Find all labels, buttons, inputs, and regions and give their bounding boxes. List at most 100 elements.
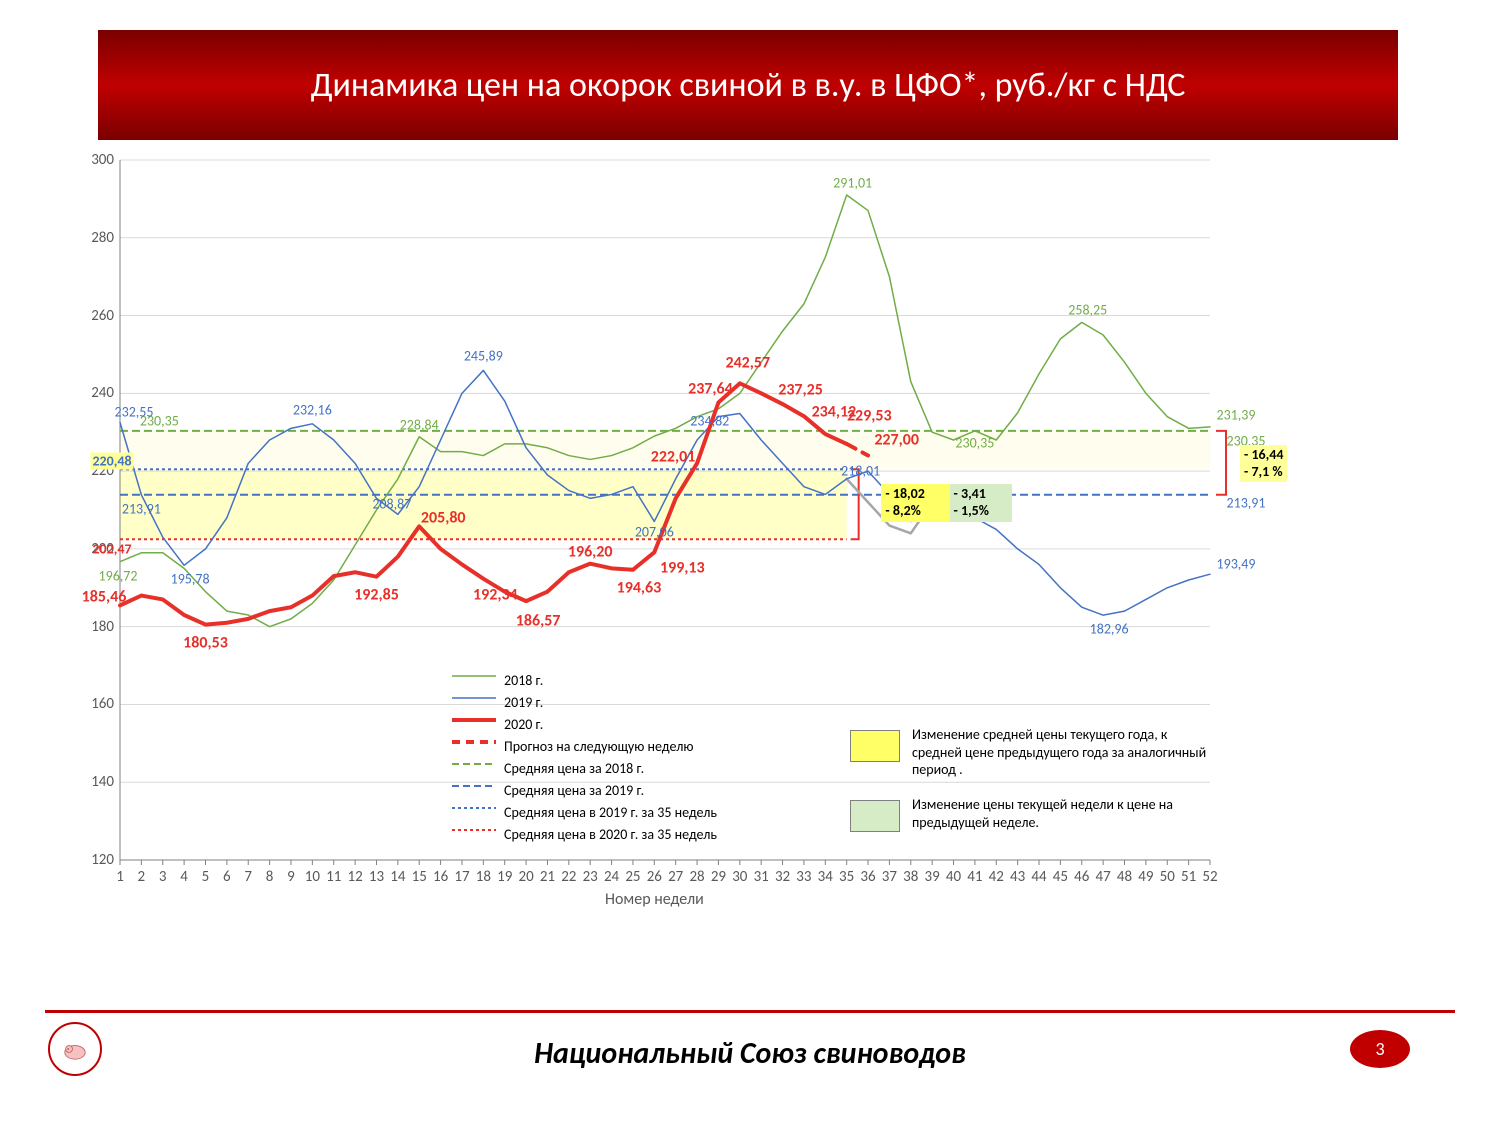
x-tick: 47 — [1096, 868, 1111, 886]
data-label: 182,96 — [1090, 621, 1129, 638]
x-tick: 9 — [287, 868, 295, 886]
x-tick: 24 — [604, 868, 619, 886]
x-tick: 13 — [369, 868, 384, 886]
x-tick: 10 — [305, 868, 320, 886]
data-label: 229,53 — [847, 407, 892, 426]
data-label: 258,25 — [1068, 302, 1107, 319]
legend-label: Средняя цена в 2019 г. за 35 недель — [504, 804, 717, 821]
footer-text: Национальный Союз свиноводов — [0, 1035, 1500, 1072]
x-tick: 8 — [266, 868, 274, 886]
callout: - 3,41- 1,5% — [950, 484, 1012, 522]
data-label: 192,34 — [473, 585, 518, 604]
data-label: 232,16 — [293, 401, 332, 418]
chart-svg — [60, 150, 1440, 910]
x-tick: 43 — [1010, 868, 1025, 886]
data-label: 237,25 — [778, 381, 823, 400]
x-tick: 36 — [860, 868, 875, 886]
x-tick: 23 — [583, 868, 598, 886]
x-tick: 35 — [839, 868, 854, 886]
x-tick: 37 — [882, 868, 897, 886]
data-label: 242,57 — [725, 354, 770, 373]
callout-right: - 16,44- 7,1 % — [1240, 445, 1287, 483]
x-tick: 4 — [180, 868, 188, 886]
x-tick: 22 — [561, 868, 576, 886]
legend-label: Средняя цена за 2019 г. — [504, 782, 644, 799]
x-tick: 6 — [223, 868, 231, 886]
x-tick: 46 — [1074, 868, 1089, 886]
x-tick: 12 — [347, 868, 362, 886]
data-label: 208,87 — [372, 496, 411, 513]
page-number: 3 — [1375, 1038, 1384, 1060]
slide-title-text: Динамика цен на окорок свиной в в.у. в Ц… — [311, 65, 1186, 106]
data-label: 213,91 — [122, 500, 161, 517]
legend-key-text: Изменение цены текущей недели к цене на … — [912, 796, 1212, 831]
x-tick: 27 — [668, 868, 683, 886]
legend-row: 2018 г. — [450, 670, 543, 690]
x-tick: 1 — [116, 868, 124, 886]
y-tick: 160 — [76, 695, 114, 713]
data-label: 196,72 — [99, 567, 138, 584]
x-tick: 34 — [818, 868, 833, 886]
x-tick: 49 — [1138, 868, 1153, 886]
data-label: 231,39 — [1217, 406, 1256, 423]
x-axis-title: Номер недели — [605, 890, 704, 909]
x-tick: 17 — [454, 868, 469, 886]
data-label: 202,47 — [92, 541, 131, 558]
legend-row: Средняя цена за 2018 г. — [450, 758, 644, 778]
x-tick: 5 — [202, 868, 210, 886]
data-label: 192,85 — [354, 585, 399, 604]
x-tick: 20 — [518, 868, 533, 886]
data-label: 218,01 — [841, 462, 880, 479]
legend-row: 2019 г. — [450, 692, 543, 712]
legend-key-swatch — [850, 800, 900, 832]
footer-divider — [45, 1010, 1455, 1013]
legend-row: Прогноз на следующую неделю — [450, 736, 693, 756]
price-chart: 120140160180200220240260280300 123456789… — [60, 150, 1440, 910]
x-tick: 16 — [433, 868, 448, 886]
data-label: 230,35 — [955, 434, 994, 451]
x-tick: 3 — [159, 868, 167, 886]
data-label: 234,82 — [690, 413, 729, 430]
data-label: 194,63 — [617, 578, 662, 597]
x-tick: 29 — [711, 868, 726, 886]
x-tick: 28 — [689, 868, 704, 886]
x-tick: 52 — [1202, 868, 1217, 886]
x-tick: 2 — [138, 868, 146, 886]
x-tick: 21 — [540, 868, 555, 886]
data-label: 199,13 — [660, 559, 705, 578]
y-tick: 120 — [76, 851, 114, 869]
x-tick: 42 — [989, 868, 1004, 886]
page-number-badge: 3 — [1350, 1030, 1410, 1068]
callout: - 18,02- 8,2% — [881, 484, 951, 522]
data-label: 185,46 — [82, 588, 127, 607]
x-tick: 26 — [647, 868, 662, 886]
legend-label: 2020 г. — [504, 716, 543, 733]
x-tick: 39 — [925, 868, 940, 886]
data-label: 196,20 — [568, 542, 613, 561]
legend-label: Средняя цена за 2018 г. — [504, 760, 644, 777]
legend-label: Прогноз на следующую неделю — [504, 738, 693, 755]
y-tick: 180 — [76, 618, 114, 636]
data-label: 193,49 — [1217, 556, 1256, 573]
data-label: 195,78 — [171, 571, 210, 588]
legend-label: Средняя цена в 2020 г. за 35 недель — [504, 826, 717, 843]
x-tick: 48 — [1117, 868, 1132, 886]
logo-icon — [48, 1022, 102, 1076]
legend-key-swatch — [850, 730, 900, 762]
data-label: 207,06 — [635, 524, 674, 541]
data-label: 186,57 — [516, 612, 561, 631]
x-tick: 25 — [625, 868, 640, 886]
x-tick: 30 — [732, 868, 747, 886]
data-label: 205,80 — [421, 509, 466, 528]
legend-key-text: Изменение средней цены текущего года, к … — [912, 726, 1212, 779]
x-tick: 31 — [754, 868, 769, 886]
legend-row: 2020 г. — [450, 714, 543, 734]
legend-label: 2018 г. — [504, 672, 543, 689]
x-tick: 45 — [1053, 868, 1068, 886]
y-tick: 300 — [76, 151, 114, 169]
x-tick: 18 — [476, 868, 491, 886]
legend-row: Средняя цена в 2020 г. за 35 недель — [450, 824, 717, 844]
legend-row: Средняя цена в 2019 г. за 35 недель — [450, 802, 717, 822]
x-tick: 40 — [946, 868, 961, 886]
data-label: 222,01 — [651, 448, 696, 467]
